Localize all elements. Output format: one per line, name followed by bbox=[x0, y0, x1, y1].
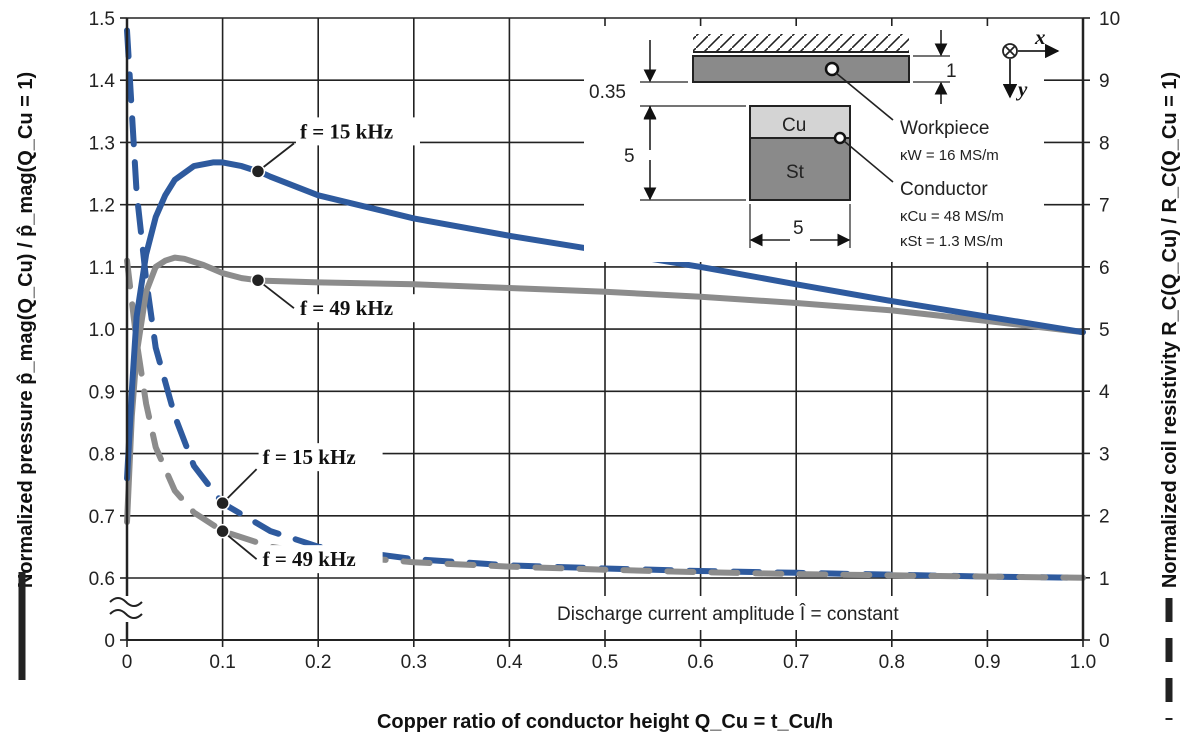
steel-layer bbox=[749, 137, 851, 201]
dim-5-vertical-label: 5 bbox=[624, 146, 635, 167]
kappa-w-label: κW = 16 MS/m bbox=[900, 147, 999, 164]
geometry-inset: Cu St 1 0.35 5 5 Workpiece κW = 16 MS/m … bbox=[584, 25, 1060, 262]
annotation-label: f = 15 kHz bbox=[263, 445, 356, 469]
right-y-tick-label: 9 bbox=[1099, 71, 1110, 92]
right-y-tick-label: 2 bbox=[1099, 507, 1110, 528]
dim-5-horizontal-label: 5 bbox=[793, 218, 804, 239]
kappa-st-label: κSt = 1.3 MS/m bbox=[900, 233, 1003, 250]
left-y-tick-label: 0.6 bbox=[89, 569, 115, 590]
x-tick-label: 0.2 bbox=[305, 652, 331, 673]
x-tick-label: 0.6 bbox=[687, 652, 713, 673]
workpiece-rect bbox=[692, 55, 910, 83]
x-tick-label: 0 bbox=[122, 652, 133, 673]
copper-layer bbox=[749, 105, 851, 139]
right-y-tick-labels: 0 1 2 3 4 5 6 7 8 9 10 bbox=[1083, 9, 1120, 652]
left-axis-title: Normalized pressure p̂_mag(Q_Cu) / p̂_ma… bbox=[15, 72, 37, 588]
annotation-marker bbox=[215, 495, 230, 511]
annotation-marker bbox=[250, 272, 266, 288]
right-y-tick-label: 10 bbox=[1099, 9, 1120, 30]
left-y-tick-labels: 0 0.6 0.7 0.8 0.9 1.0 1.1 1.2 1.3 1.4 1.5 bbox=[89, 9, 127, 652]
x-tick-label: 0.1 bbox=[209, 652, 235, 673]
x-tick-label: 0.7 bbox=[783, 652, 809, 673]
right-y-tick-label: 5 bbox=[1099, 320, 1110, 341]
right-y-tick-label: 4 bbox=[1099, 382, 1110, 403]
annotation-label: f = 15 kHz bbox=[300, 119, 393, 143]
right-y-tick-label: 7 bbox=[1099, 196, 1110, 217]
annotations: f = 15 kHz f = 49 kHz f = 15 kHz f = 49 kHz bbox=[215, 117, 420, 574]
left-y-tick-label: 1.2 bbox=[89, 196, 115, 217]
annotation-marker bbox=[215, 523, 230, 539]
left-y-tick-label: 0 bbox=[104, 631, 115, 652]
annotation-leader-line bbox=[257, 279, 295, 309]
annotation-label-background bbox=[258, 545, 383, 574]
x-tick-label: 0.4 bbox=[496, 652, 523, 673]
x-tick-label: 0.3 bbox=[401, 652, 427, 673]
annotation-leader-line bbox=[221, 468, 258, 504]
dim-035-label: 0.35 bbox=[589, 82, 626, 103]
x-direction-label: x bbox=[1034, 25, 1046, 49]
left-y-tick-label: 1.5 bbox=[89, 9, 115, 30]
workpiece-marker bbox=[824, 61, 840, 77]
conductor-label: Conductor bbox=[900, 179, 988, 200]
conductor-marker bbox=[833, 131, 847, 145]
fixture-hatching bbox=[693, 34, 909, 52]
left-y-tick-label: 1.0 bbox=[89, 320, 115, 341]
dim-1-label: 1 bbox=[946, 61, 957, 82]
annotation-label: f = 49 kHz bbox=[263, 547, 356, 571]
cu-label: Cu bbox=[782, 115, 806, 136]
left-y-tick-label: 1.1 bbox=[89, 258, 115, 279]
left-y-tick-label: 1.4 bbox=[89, 71, 116, 92]
right-y-tick-label: 8 bbox=[1099, 133, 1110, 154]
left-y-tick-label: 0.9 bbox=[89, 382, 115, 403]
series-pressure-49khz-line bbox=[124, 254, 1086, 525]
x-axis-title: Copper ratio of conductor height Q_Cu = … bbox=[377, 711, 833, 733]
x-tick-label: 0.9 bbox=[974, 652, 1000, 673]
x-tick-labels: 0 0.1 0.2 0.3 0.4 0.5 0.6 0.7 0.8 0.9 1.0 bbox=[122, 640, 1096, 673]
annotation-label-background bbox=[258, 443, 383, 472]
x-tick-label: 0.5 bbox=[592, 652, 618, 673]
right-y-tick-label: 1 bbox=[1099, 569, 1110, 590]
st-label: St bbox=[786, 162, 805, 183]
left-y-tick-label: 0.7 bbox=[89, 507, 115, 528]
left-y-tick-label: 0.8 bbox=[89, 445, 115, 466]
y-direction-label: y bbox=[1015, 77, 1028, 101]
axis-break-symbol bbox=[109, 596, 143, 622]
annotation-marker bbox=[250, 164, 266, 179]
right-y-tick-label: 6 bbox=[1099, 258, 1110, 279]
note-background bbox=[553, 596, 1035, 630]
annotation-label-background bbox=[295, 117, 420, 146]
annotation-label-background bbox=[295, 294, 420, 323]
left-y-tick-label: 1.3 bbox=[89, 133, 115, 154]
annotation-label: f = 49 kHz bbox=[300, 296, 393, 320]
annotation-leader-line bbox=[257, 142, 295, 173]
x-tick-label: 0.8 bbox=[879, 652, 905, 673]
annotation-leader-line bbox=[222, 530, 258, 560]
kappa-cu-label: κCu = 48 MS/m bbox=[900, 208, 1004, 225]
right-y-tick-label: 0 bbox=[1099, 631, 1110, 652]
right-axis-title: Normalized coil resistivity R_C(Q_Cu) / … bbox=[1159, 72, 1181, 588]
x-tick-label: 1.0 bbox=[1070, 652, 1096, 673]
constant-current-note: Discharge current amplitude Î = constant bbox=[557, 603, 899, 625]
workpiece-label: Workpiece bbox=[900, 118, 989, 139]
right-y-tick-label: 3 bbox=[1099, 444, 1110, 465]
